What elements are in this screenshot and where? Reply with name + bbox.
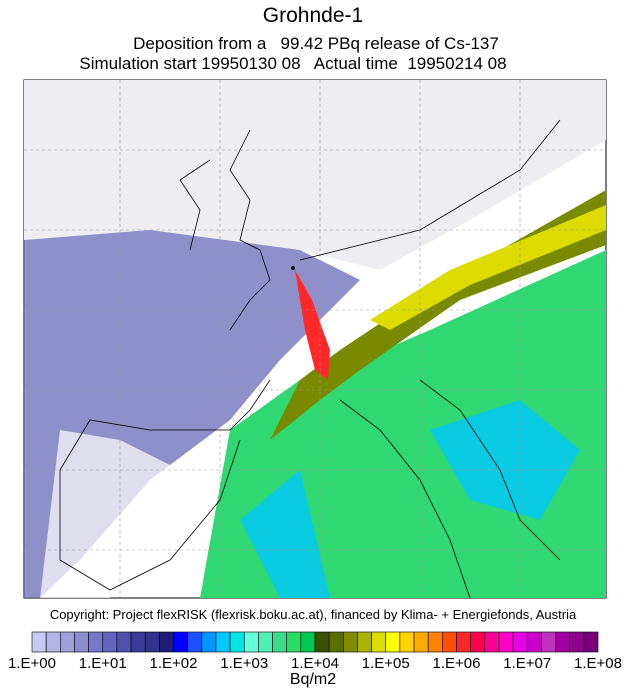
colorbar-swatch — [442, 631, 457, 653]
map — [23, 79, 607, 599]
colorbar-label: 1.E+05 — [362, 655, 410, 672]
colorbar-label: 1.E+00 — [8, 655, 56, 672]
colorbar: 1.E+00 1.E+01 1.E+02 1.E+03 1.E+04 1.E+05 1.E+… — [8, 631, 622, 672]
colorbar-swatch — [116, 631, 132, 653]
colorbar-swatch — [371, 631, 387, 653]
colorbar-swatch — [201, 631, 217, 653]
colorbar-swatch — [498, 631, 514, 653]
colorbar-label: 1.E+04 — [291, 655, 339, 672]
subtitle: Deposition from a 99.42 PBq release of C… — [133, 34, 499, 53]
colorbar-swatch — [526, 631, 542, 653]
colorbar-swatch — [144, 631, 160, 653]
colorbar-swatch — [187, 631, 203, 653]
colorbar-swatch — [328, 631, 344, 653]
colorbar-swatch — [272, 631, 287, 653]
colorbar-swatch — [470, 631, 486, 653]
colorbar-swatch — [258, 631, 273, 653]
colorbar-label: 1.E+01 — [79, 655, 127, 672]
colorbar-swatch — [541, 631, 556, 653]
colorbar-label: 1.E+06 — [433, 655, 481, 672]
colorbar-swatch — [45, 631, 61, 653]
colorbar-swatch — [300, 631, 316, 653]
mid-low-deposition — [240, 400, 580, 598]
higher-deposition — [370, 205, 606, 330]
colorbar-label: 1.E+02 — [150, 655, 198, 672]
colorbar-swatch — [159, 631, 174, 653]
iberia — [40, 430, 230, 598]
colorbar-swatch — [399, 631, 415, 653]
graticule — [24, 80, 606, 598]
colorbar-swatch — [385, 631, 401, 653]
colorbar-swatch — [456, 631, 471, 653]
colorbar-swatch — [314, 631, 330, 653]
colorbar-swatch — [130, 631, 146, 653]
colorbar-swatch — [173, 631, 188, 653]
colorbar-swatch — [413, 631, 429, 653]
copyright: Copyright: Project flexRISK (flexrisk.bo… — [50, 607, 577, 622]
colorbar-unit: Bq/m2 — [290, 671, 336, 688]
colorbar-swatch — [31, 631, 47, 653]
colorbar-swatch — [286, 631, 302, 653]
colorbar-swatch — [569, 631, 585, 653]
colorbar-swatch — [243, 631, 259, 653]
colorbar-swatch — [59, 631, 75, 653]
colorbar-swatch — [229, 631, 245, 653]
colorbar-swatch — [215, 631, 231, 653]
colorbar-swatch — [342, 631, 358, 653]
subtitle: Simulation start 19950130 08 Actual time… — [79, 54, 506, 73]
coastlines — [59, 119, 561, 598]
colorbar-swatch — [74, 631, 89, 653]
colorbar-swatch — [583, 631, 599, 653]
colorbar-label: 1.E+08 — [574, 655, 622, 672]
release-site — [291, 266, 295, 270]
peak-deposition — [295, 270, 330, 380]
colorbar-swatch — [102, 631, 118, 653]
light-deposition — [24, 80, 606, 270]
colorbar-swatch — [357, 631, 372, 653]
colorbar-swatch — [555, 631, 570, 653]
colorbar-swatch — [512, 631, 528, 653]
title: Grohnde-1 — [263, 4, 363, 27]
colorbar-swatch — [88, 631, 104, 653]
colorbar-label: 1.E+07 — [503, 655, 551, 672]
colorbar-swatch — [427, 631, 443, 653]
colorbar-swatch — [484, 631, 500, 653]
colorbar-label: 1.E+03 — [220, 655, 268, 672]
